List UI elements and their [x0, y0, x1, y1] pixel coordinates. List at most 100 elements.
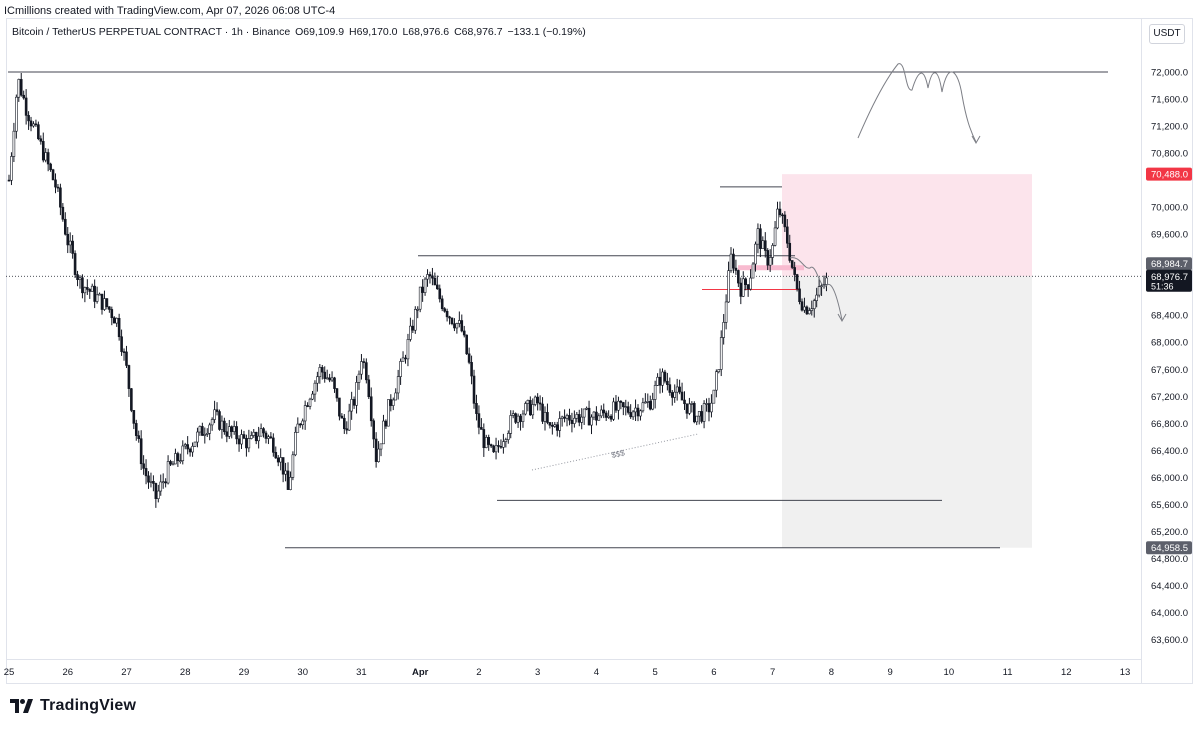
candle [511, 410, 515, 419]
candle [201, 422, 204, 436]
attribution-text: ICmillions created with TradingView.com,… [4, 5, 336, 17]
candle [343, 414, 346, 434]
sell-risk-zone [782, 174, 1032, 277]
candle [656, 373, 659, 387]
currency-selector[interactable]: USDT [1149, 24, 1185, 44]
candle [46, 148, 50, 172]
y-tick-label: 69,600.0 [1151, 230, 1188, 241]
candle [805, 305, 809, 315]
candle [308, 397, 312, 410]
candle [492, 444, 495, 453]
candle [409, 317, 412, 342]
candle [553, 421, 557, 428]
candle [685, 403, 689, 419]
candle [29, 116, 33, 132]
candle [438, 284, 442, 303]
candle [612, 397, 615, 421]
x-tick-label: 2 [476, 667, 481, 678]
candle [509, 410, 513, 439]
candle [274, 446, 278, 459]
candle [122, 348, 126, 361]
candle [318, 363, 322, 384]
candle [389, 394, 393, 412]
candle [450, 317, 454, 326]
candle [252, 429, 256, 438]
candle [171, 460, 175, 466]
candle [690, 401, 694, 413]
candle [617, 396, 620, 420]
candle [575, 412, 579, 423]
candle [394, 388, 398, 401]
levels-layer [6, 71, 1141, 549]
x-tick-label: 29 [239, 667, 250, 678]
candle [289, 471, 292, 491]
candle [531, 398, 535, 419]
candle [298, 422, 302, 428]
ohlc-low: L68,976.6 [402, 26, 450, 38]
candle [384, 419, 388, 429]
pane-border [6, 18, 1193, 684]
candle [673, 384, 677, 403]
candle [504, 437, 508, 448]
candle [712, 389, 716, 404]
y-tick-label: 71,600.0 [1151, 95, 1188, 106]
candle [428, 271, 432, 284]
candle [614, 395, 618, 413]
candle [284, 462, 287, 482]
candle [418, 286, 422, 313]
candle [159, 474, 163, 496]
candle [783, 211, 787, 232]
candle [734, 259, 738, 275]
candle [781, 212, 784, 224]
x-tick-label: Apr [412, 667, 429, 678]
candle [12, 122, 16, 163]
candle [759, 224, 762, 258]
candle [646, 393, 650, 408]
candle [719, 330, 723, 377]
candle [516, 413, 520, 428]
candle [786, 219, 789, 248]
candle [51, 168, 55, 181]
candle [560, 415, 564, 427]
candle [411, 319, 415, 334]
price-label: 68,984.7 [1146, 257, 1192, 271]
candle [629, 404, 632, 419]
candle [800, 298, 804, 312]
candle [144, 459, 148, 485]
symbol-legend: Bitcoin / TetherUS PERPETUAL CONTRACT · … [12, 26, 588, 38]
price-axis: 72,000.0 71,600.0 71,200.0 70,800.0 70,000.0… [1151, 68, 1188, 647]
candle [39, 135, 43, 145]
candle [445, 308, 449, 322]
candle [812, 298, 816, 318]
candle [227, 419, 231, 439]
candle [335, 387, 339, 402]
candle [303, 400, 307, 430]
candle [247, 429, 251, 453]
candle [803, 297, 806, 313]
tradingview-logo[interactable]: TradingView [10, 697, 136, 715]
candle [406, 333, 410, 367]
candle [86, 279, 89, 295]
candle [470, 355, 473, 385]
candle [176, 451, 180, 467]
candle [421, 279, 424, 302]
candle [722, 314, 725, 345]
candle [521, 410, 525, 428]
candle [670, 390, 674, 406]
candle [648, 395, 652, 411]
y-tick-label: 66,800.0 [1151, 419, 1188, 430]
candle [678, 379, 681, 395]
symbol-title[interactable]: Bitcoin / TetherUS PERPETUAL CONTRACT · … [12, 26, 291, 38]
y-tick-label: 70,000.0 [1151, 203, 1188, 214]
candle [54, 173, 57, 194]
ohlc-high: H69,170.0 [349, 26, 398, 38]
candle [338, 397, 341, 421]
candle [607, 410, 610, 419]
candle [475, 394, 478, 421]
candle [700, 405, 703, 424]
x-tick-label: 4 [594, 667, 599, 678]
candle [592, 411, 596, 421]
candle [156, 484, 160, 503]
candle [296, 417, 300, 433]
